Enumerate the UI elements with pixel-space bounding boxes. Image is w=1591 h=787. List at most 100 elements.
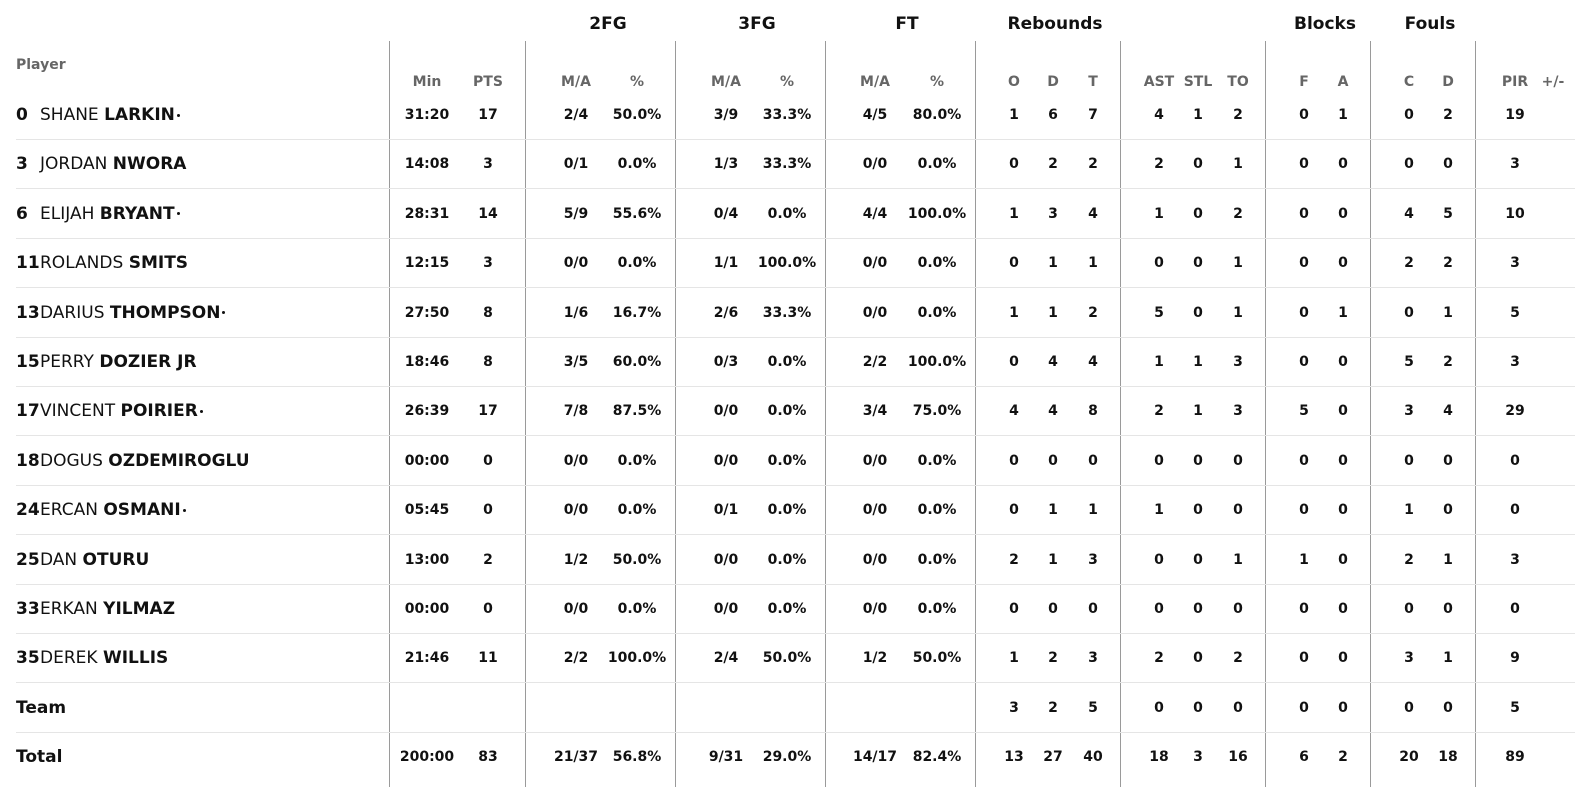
player-row[interactable]: 35 DEREK WILLIS 21:46 11 2/2 100.0% 2/4 50.0% 1/… bbox=[0, 644, 1591, 672]
column-header[interactable]: TO bbox=[1227, 74, 1249, 90]
column-header[interactable]: M/A bbox=[711, 74, 741, 90]
column-header[interactable]: % bbox=[779, 74, 795, 90]
player-number: 24 bbox=[16, 500, 40, 521]
player-name[interactable]: VINCENT POIRIER bbox=[40, 397, 203, 425]
player-first-name: SHANE bbox=[40, 105, 99, 125]
row-divider bbox=[16, 584, 1575, 585]
stat-cell: 0/0 bbox=[862, 601, 888, 617]
player-last-name: POIRIER bbox=[120, 401, 198, 422]
player-row[interactable]: 18 DOGUS OZDEMIROGLU 00:00 0 0/0 0.0% 0/0 0.0% 0… bbox=[0, 447, 1591, 475]
player-name[interactable]: DEREK WILLIS bbox=[40, 644, 168, 672]
stat-cell: 5 bbox=[1404, 354, 1414, 370]
stat-cell: 2 bbox=[1154, 403, 1164, 420]
column-header[interactable]: F bbox=[1299, 74, 1309, 90]
column-header[interactable]: D bbox=[1047, 74, 1059, 90]
stat-cell: 0.0% bbox=[767, 452, 807, 469]
column-divider bbox=[389, 41, 390, 787]
stat-cell: 12:15 bbox=[404, 255, 450, 272]
player-row[interactable]: 33 ERKAN YILMAZ 00:00 0 0/0 0.0% 0/0 0.0% 0/0 0.0… bbox=[0, 595, 1591, 623]
stat-cell: 0.0% bbox=[617, 452, 657, 469]
starter-dot-icon bbox=[176, 212, 180, 216]
stat-cell: 0 bbox=[1233, 452, 1243, 469]
stat-cell: 2 bbox=[1404, 551, 1414, 568]
stat-cell: 2 bbox=[1048, 699, 1058, 716]
stat-cell: 5 bbox=[1443, 205, 1453, 222]
stat-cell: 1 bbox=[1009, 304, 1019, 321]
stat-cell: 2 bbox=[1048, 650, 1058, 667]
stat-cell: 3 bbox=[1088, 551, 1098, 568]
player-name[interactable]: SHANE LARKIN bbox=[40, 101, 180, 129]
player-name[interactable]: DARIUS THOMPSON bbox=[40, 299, 226, 327]
player-row[interactable]: 3 JORDAN NWORA 14:08 3 0/1 0.0% 1/3 33.3% 0/0 0.0… bbox=[0, 150, 1591, 178]
stat-cell: 0/0 bbox=[862, 551, 888, 568]
stat-cell: 2 bbox=[1233, 107, 1243, 123]
player-row[interactable]: 0 SHANE LARKIN 31:20 17 2/4 50.0% 3/9 33.3% 4/5 8… bbox=[0, 101, 1591, 129]
player-number: 6 bbox=[16, 203, 28, 224]
player-first-name: DAN bbox=[40, 549, 78, 570]
player-name[interactable]: PERRY DOZIER JR bbox=[40, 348, 197, 376]
player-row[interactable]: 17 VINCENT POIRIER 26:39 17 7/8 87.5% 0/0 0.0% 3… bbox=[0, 397, 1591, 425]
column-header[interactable]: D bbox=[1442, 74, 1454, 90]
player-last-name: OSMANI bbox=[103, 500, 181, 521]
player-name[interactable]: ROLANDS SMITS bbox=[40, 249, 188, 277]
stat-cell: 0 bbox=[1404, 107, 1414, 123]
column-header[interactable]: M/A bbox=[860, 74, 890, 90]
stat-cell: 1 bbox=[1154, 502, 1164, 519]
stat-cell: 0.0% bbox=[617, 502, 657, 519]
column-header[interactable]: C bbox=[1403, 74, 1415, 90]
player-name[interactable]: DAN OTURU bbox=[40, 546, 149, 574]
stat-cell: 56.8% bbox=[612, 749, 662, 766]
player-name[interactable]: ERKAN YILMAZ bbox=[40, 595, 175, 623]
player-row[interactable]: 6 ELIJAH BRYANT 28:31 14 5/9 55.6% 0/4 0.0% 4/4 1… bbox=[0, 200, 1591, 228]
stat-cell: 0 bbox=[483, 502, 493, 519]
stat-cell: 2 bbox=[1338, 749, 1348, 766]
stat-cell: 1/3 bbox=[713, 156, 739, 173]
column-header[interactable]: PTS bbox=[473, 74, 503, 90]
column-header[interactable]: % bbox=[629, 74, 645, 90]
player-name[interactable]: JORDAN NWORA bbox=[40, 150, 186, 178]
column-header[interactable]: PIR bbox=[1501, 74, 1529, 90]
stat-cell: 0/0 bbox=[563, 452, 589, 469]
column-header[interactable]: % bbox=[929, 74, 945, 90]
player-number: 33 bbox=[16, 599, 40, 619]
player-row[interactable]: 11 ROLANDS SMITS 12:15 3 0/0 0.0% 1/1 100.0% 0/0… bbox=[0, 249, 1591, 277]
player-last-name: BRYANT bbox=[99, 203, 175, 224]
player-row[interactable]: 15 PERRY DOZIER JR 18:46 8 3/5 60.0% 0/3 0.0% 2/… bbox=[0, 348, 1591, 376]
column-header[interactable]: T bbox=[1088, 74, 1098, 90]
stat-cell: 9 bbox=[1510, 650, 1520, 667]
stat-cell: 31:20 bbox=[404, 107, 450, 123]
player-row[interactable]: 13 DARIUS THOMPSON 27:50 8 1/6 16.7% 2/6 33.3% 0… bbox=[0, 299, 1591, 327]
row-divider bbox=[16, 287, 1575, 288]
stat-cell: 3 bbox=[1233, 403, 1243, 420]
column-header[interactable]: Min bbox=[412, 74, 442, 90]
stat-cell: 0 bbox=[1443, 502, 1453, 519]
stat-cell: 1/2 bbox=[862, 650, 888, 667]
stat-cell: 9/31 bbox=[708, 749, 744, 766]
player-last-name: YILMAZ bbox=[103, 599, 176, 619]
player-name[interactable]: DOGUS OZDEMIROGLU bbox=[40, 447, 250, 475]
column-header[interactable]: A bbox=[1337, 74, 1349, 90]
column-header[interactable]: O bbox=[1008, 74, 1020, 90]
player-row[interactable]: 24 ERCAN OSMANI 05:45 0 0/0 0.0% 0/1 0.0% 0/0 0.0… bbox=[0, 496, 1591, 524]
player-name[interactable]: ELIJAH BRYANT bbox=[40, 200, 180, 228]
stat-cell: 00:00 bbox=[404, 601, 450, 617]
row-divider bbox=[16, 337, 1575, 338]
stat-cell: 4 bbox=[1048, 403, 1058, 420]
player-first-name: DARIUS bbox=[40, 302, 105, 323]
stat-cell: 2 bbox=[1009, 551, 1019, 568]
stat-cell: 8 bbox=[483, 354, 493, 370]
column-header[interactable]: STL bbox=[1183, 74, 1213, 90]
stat-cell: 0 bbox=[1299, 601, 1309, 617]
player-last-name: WILLIS bbox=[102, 648, 169, 669]
player-last-name: LARKIN bbox=[104, 105, 175, 125]
stat-cell: 13:00 bbox=[404, 551, 450, 568]
player-name[interactable]: ERCAN OSMANI bbox=[40, 496, 186, 524]
stat-cell: 0 bbox=[1338, 650, 1348, 667]
stat-cell: 0 bbox=[1233, 502, 1243, 519]
stat-cell: 7/8 bbox=[563, 403, 589, 420]
stat-cell: 0 bbox=[1338, 354, 1348, 370]
column-header[interactable]: AST bbox=[1143, 74, 1175, 90]
column-header[interactable]: M/A bbox=[561, 74, 591, 90]
column-header[interactable]: +/- bbox=[1541, 74, 1565, 90]
player-row[interactable]: 25 DAN OTURU 13:00 2 1/2 50.0% 0/0 0.0% 0/0 0.0% 2… bbox=[0, 546, 1591, 574]
